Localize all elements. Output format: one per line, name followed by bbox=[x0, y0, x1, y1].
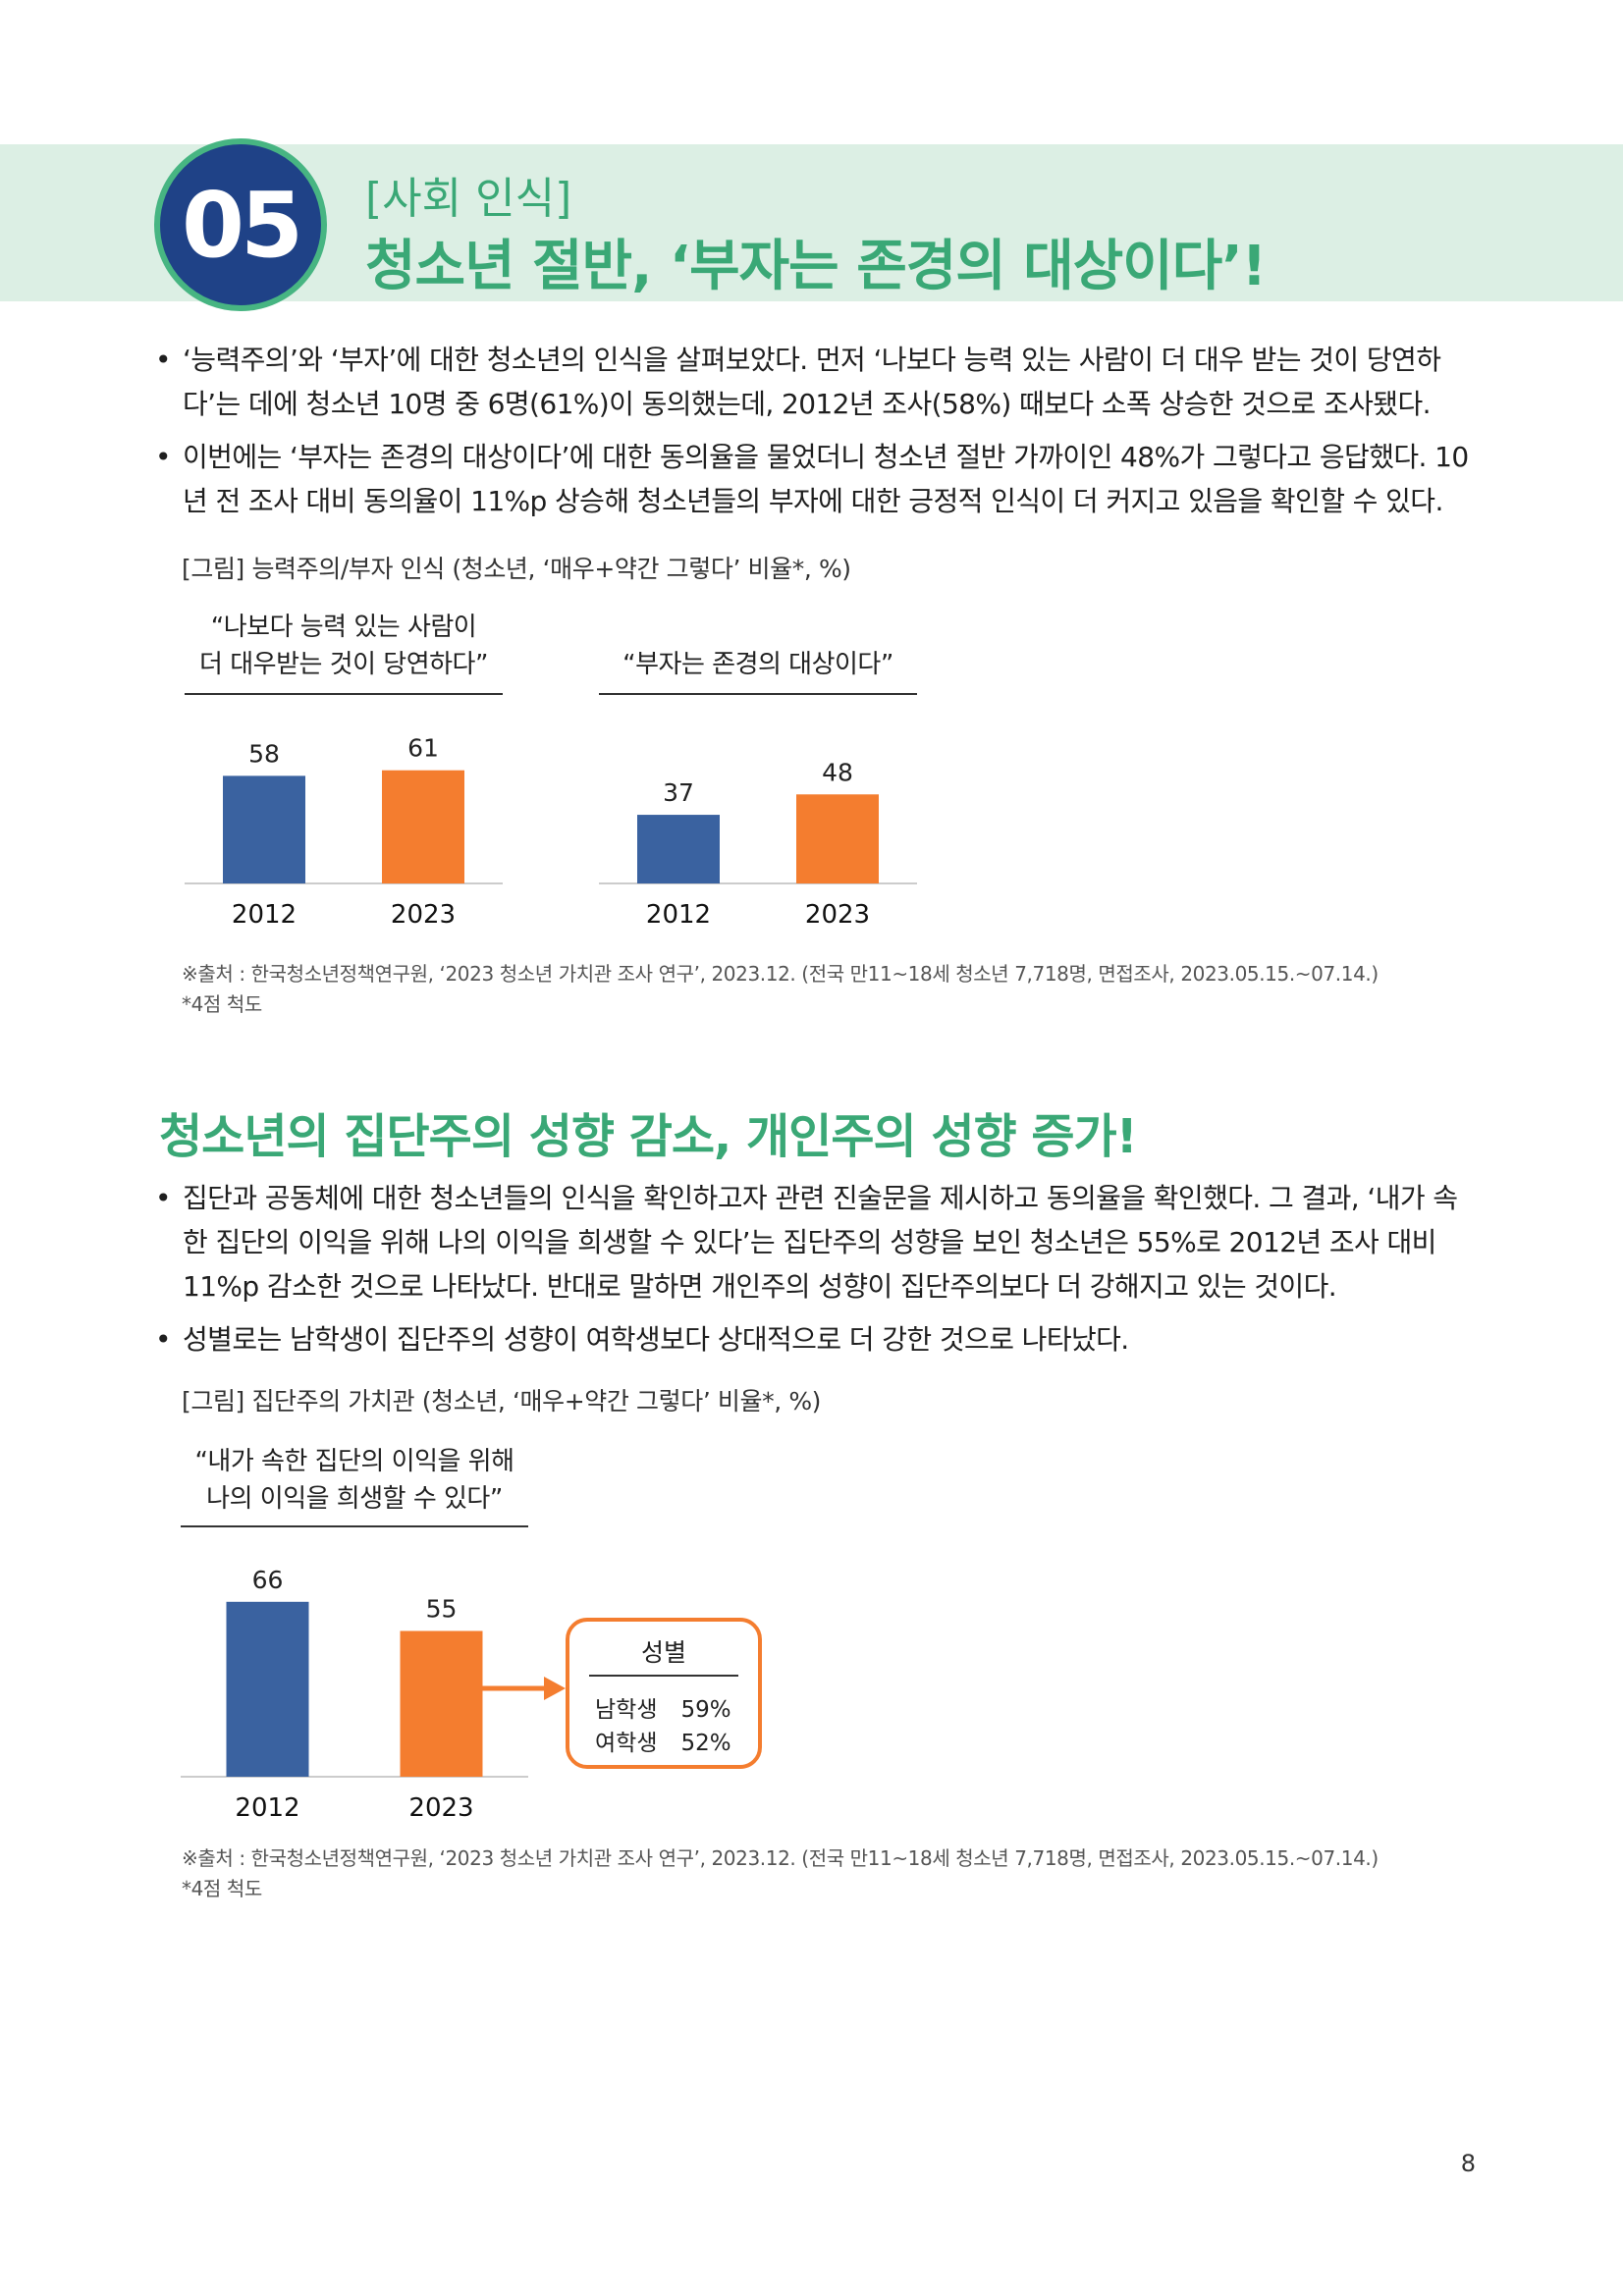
category-label: 2023 bbox=[391, 900, 456, 930]
scale-note: *4점 척도 bbox=[182, 992, 262, 1016]
page-number: 8 bbox=[1460, 2150, 1476, 2177]
bar-plot: 66 2012 55 2023 bbox=[181, 1566, 528, 1823]
chart-title-line: 나의 이익을 희생할 수 있다” bbox=[206, 1484, 503, 1514]
data-label: 66 bbox=[252, 1566, 284, 1594]
category-label: 2012 bbox=[235, 1793, 299, 1823]
figure-caption: [그림] 집단주의 가치관 (청소년, ‘매우+약간 그렇다’ 비율*, %) bbox=[182, 1387, 822, 1415]
bar-2012 bbox=[226, 1601, 309, 1777]
gender-row-female: 여학생 52% bbox=[595, 1724, 731, 1757]
bullet-list-1: ‘능력주의’와 ‘부자’에 대한 청소년의 인식을 살펴보았다. 먼저 ‘나보다… bbox=[155, 338, 1471, 532]
data-label: 37 bbox=[663, 778, 694, 807]
source-note: ※출처 : 한국청소년정책연구원, ‘2023 청소년 가치관 조사 연구’, … bbox=[182, 959, 1379, 1020]
gender-label: 남학생 bbox=[595, 1697, 658, 1723]
source-text: ※출처 : 한국청소년정책연구원, ‘2023 청소년 가치관 조사 연구’, … bbox=[182, 962, 1379, 986]
category-label: 2023 bbox=[408, 1793, 473, 1823]
chart-collectivism: “내가 속한 집단의 이익을 위해 나의 이익을 희생할 수 있다” 66 201… bbox=[181, 1443, 528, 1836]
chart-title-rule bbox=[181, 1525, 528, 1527]
category-label: 2023 bbox=[805, 900, 870, 930]
bullet-item: 집단과 공동체에 대한 청소년들의 인식을 확인하고자 관련 진술문을 제시하고… bbox=[155, 1176, 1471, 1308]
section-number-badge: 05 bbox=[154, 138, 327, 311]
bar-2012 bbox=[223, 775, 305, 883]
gender-value: 59% bbox=[680, 1697, 731, 1723]
chart-title-line: 더 대우받는 것이 당연하다” bbox=[199, 650, 488, 679]
bar-2023 bbox=[382, 770, 464, 883]
bar-plot: 58 2012 61 2023 bbox=[185, 734, 503, 930]
chart-title-rule bbox=[185, 693, 503, 695]
bar-plot: 37 2012 48 2023 bbox=[599, 758, 917, 930]
gender-box-divider bbox=[589, 1675, 738, 1677]
subsection-title: 청소년의 집단주의 성향 감소, 개인주의 성향 증가! bbox=[159, 1109, 1138, 1164]
section-title: 청소년 절반, ‘부자는 존경의 대상이다’! bbox=[365, 235, 1267, 298]
bar-2023 bbox=[400, 1630, 483, 1777]
bar-2023 bbox=[796, 794, 879, 883]
category-label: 2012 bbox=[232, 900, 297, 930]
gender-label: 여학생 bbox=[595, 1731, 658, 1756]
source-note: ※출처 : 한국청소년정책연구원, ‘2023 청소년 가치관 조사 연구’, … bbox=[182, 1843, 1379, 1904]
scale-note: *4점 척도 bbox=[182, 1877, 262, 1900]
data-label: 55 bbox=[426, 1595, 458, 1624]
chart-title: “내가 속한 집단의 이익을 위해 나의 이익을 희생할 수 있다” bbox=[181, 1443, 528, 1518]
gender-box-title: 성별 bbox=[640, 1638, 686, 1667]
bullet-item: 성별로는 남학생이 집단주의 성향이 여학생보다 상대적으로 더 강한 것으로 … bbox=[155, 1317, 1471, 1362]
arrow-icon bbox=[467, 1677, 566, 1700]
chart-title-line: “내가 속한 집단의 이익을 위해 bbox=[194, 1447, 514, 1476]
section-tag: [사회 인식] bbox=[365, 174, 572, 224]
data-label: 58 bbox=[248, 739, 280, 768]
bar-2012 bbox=[637, 815, 720, 883]
data-label: 48 bbox=[822, 758, 853, 786]
chart-meritocracy: “나보다 능력 있는 사람이 더 대우받는 것이 당연하다” 58 2012 61 2… bbox=[185, 609, 503, 942]
gender-breakdown-box: 성별 남학생 59% 여학생 52% bbox=[566, 1618, 762, 1769]
chart-title-rule bbox=[599, 693, 917, 695]
gender-row-male: 남학생 59% bbox=[595, 1690, 731, 1724]
gender-value: 52% bbox=[680, 1731, 731, 1756]
source-text: ※출처 : 한국청소년정책연구원, ‘2023 청소년 가치관 조사 연구’, … bbox=[182, 1846, 1379, 1870]
chart-title-line: “부자는 존경의 대상이다” bbox=[622, 650, 893, 679]
chart-title-line: “나보다 능력 있는 사람이 bbox=[210, 613, 477, 642]
bullet-item: ‘능력주의’와 ‘부자’에 대한 청소년의 인식을 살펴보았다. 먼저 ‘나보다… bbox=[155, 338, 1471, 426]
data-label: 61 bbox=[407, 734, 439, 763]
figure-caption: [그림] 능력주의/부자 인식 (청소년, ‘매우+약간 그렇다’ 비율*, %… bbox=[182, 555, 851, 583]
chart-title: “나보다 능력 있는 사람이 더 대우받는 것이 당연하다” bbox=[185, 609, 503, 683]
category-label: 2012 bbox=[646, 900, 711, 930]
chart-title: “부자는 존경의 대상이다” bbox=[599, 646, 917, 683]
bullet-list-2: 집단과 공동체에 대한 청소년들의 인식을 확인하고자 관련 진술문을 제시하고… bbox=[155, 1176, 1471, 1370]
bullet-item: 이번에는 ‘부자는 존경의 대상이다’에 대한 동의율을 물었더니 청소년 절반… bbox=[155, 435, 1471, 523]
chart-wealth-respect: “부자는 존경의 대상이다” 37 2012 48 2023 bbox=[599, 609, 917, 942]
